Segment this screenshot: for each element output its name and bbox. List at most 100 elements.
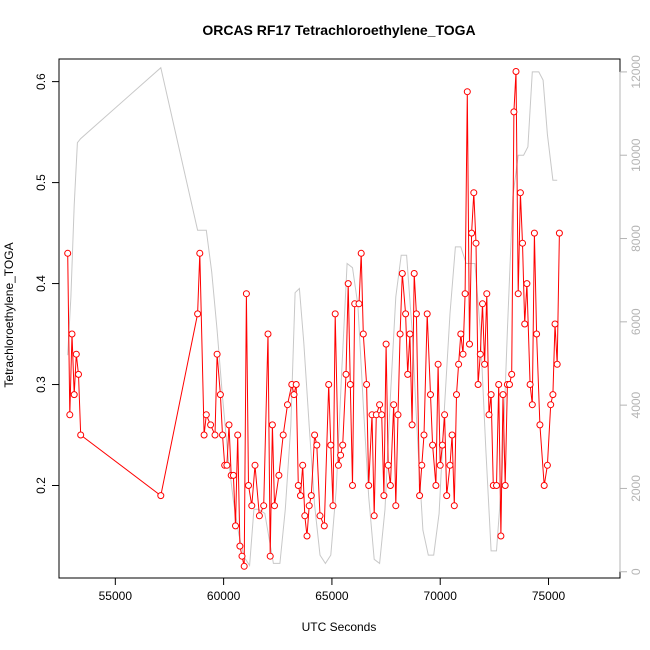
tetrachloroethylene-points [64,68,563,570]
chart-title: ORCAS RF17 Tetrachloroethylene_TOGA [202,22,475,38]
data-point [264,330,272,338]
data-point [398,270,406,277]
data-point [294,482,302,489]
data-point [408,421,416,429]
data-point [365,482,373,489]
data-point [481,360,489,368]
data-point [448,431,456,439]
data-point [271,502,278,510]
data-point [493,482,500,489]
data-point [429,441,437,449]
data-point [359,330,367,338]
data-point [497,532,505,540]
data-point [213,350,221,358]
data-point [70,391,78,399]
data-point [196,249,204,257]
data-point [506,381,513,388]
data-point [487,391,495,399]
data-point [236,542,244,550]
data-point [225,421,233,429]
data-point [216,391,224,399]
data-point [268,421,276,429]
data-point [260,502,268,510]
data-point [349,482,356,489]
data-point [404,370,412,378]
x-tick-label: 75000 [532,589,566,603]
data-point [382,340,390,348]
data-point [297,492,304,500]
secondary-y-tick-label: 4000 [629,391,643,418]
data-point [423,310,431,318]
data-point [255,512,263,520]
data-point [68,330,76,338]
data-point [459,350,467,358]
data-point [77,431,85,439]
data-point [476,350,484,358]
data-point [549,391,557,399]
data-point [512,68,520,75]
data-point [420,431,428,439]
data-point [508,370,516,378]
data-point [346,381,354,388]
data-point [194,310,202,318]
data-point [466,340,473,348]
x-tick-label: 60000 [207,589,241,603]
data-point [342,370,350,378]
data-point [207,421,215,429]
data-point [457,330,465,338]
data-point [516,189,524,197]
data-point [337,451,345,459]
data-point [305,502,313,510]
data-point [266,552,274,560]
secondary-y-tick-label: 2000 [629,475,643,502]
data-point [211,431,219,439]
data-point [380,492,388,500]
y-tick-label: 0.2 [34,477,48,494]
data-point [344,280,352,288]
data-point [553,360,561,368]
y-axis: 0.2 0.3 0.4 0.5 0.6 [34,73,60,494]
data-point [394,411,402,419]
data-point [528,401,536,409]
data-point [453,391,460,399]
x-tick-label: 65000 [315,589,349,603]
x-tick-label: 70000 [424,589,458,603]
data-point [279,431,287,439]
data-point [418,461,426,469]
data-point [443,492,451,500]
data-point [474,381,482,388]
data-point [555,229,563,237]
data-point [242,290,250,298]
data-point [402,310,410,318]
secondary-y-tick-label: 10000 [629,138,643,172]
altitude-series-line [67,66,558,568]
data-point [427,391,434,399]
data-point [416,492,424,500]
data-point [378,411,386,419]
data-point [438,441,446,449]
data-point [521,320,529,328]
data-point [461,290,469,298]
data-point [463,88,471,96]
data-point [396,330,404,338]
x-tick-label: 55000 [99,589,133,603]
data-point [301,512,309,520]
data-point [390,401,398,409]
data-point [329,502,337,510]
data-point [386,482,394,489]
secondary-y-axis: 0 2000 4000 6000 8000 10000 12000 [619,55,643,575]
data-point [248,502,256,510]
data-point [432,482,440,489]
secondary-y-tick-label: 6000 [629,308,643,335]
data-point [384,461,392,469]
x-axis: 55000 60000 65000 70000 75000 [99,577,566,603]
data-point [530,229,538,237]
data-point [536,421,544,429]
data-point [316,512,324,520]
data-point [551,320,559,328]
data-point [240,562,248,570]
data-point [441,411,449,419]
x-axis-label: UTC Seconds [302,620,377,634]
data-point [339,441,347,449]
data-point [495,381,503,388]
